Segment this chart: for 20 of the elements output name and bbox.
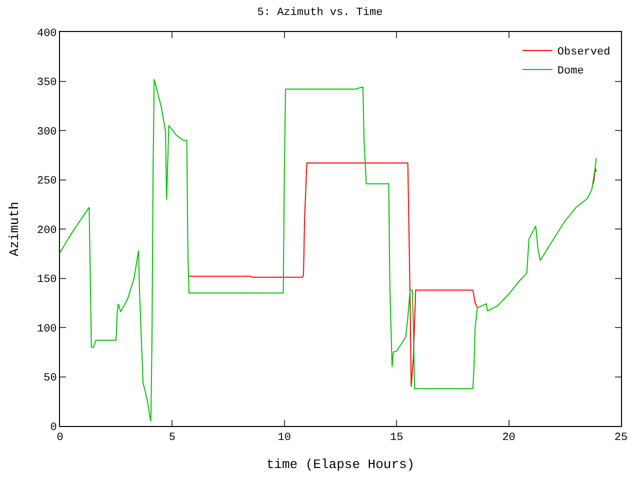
y-axis-title: Azimuth	[6, 202, 22, 256]
y-tick-label: 400	[36, 28, 57, 40]
x-tick-label: 20	[502, 432, 516, 444]
x-tick-label: 10	[278, 432, 291, 444]
y-tick-label: 250	[36, 176, 57, 188]
x-tick-label: 25	[614, 432, 628, 444]
y-tick-label: 150	[36, 274, 57, 286]
x-tick-label: 5	[168, 432, 176, 444]
y-tick-label: 0	[50, 422, 57, 434]
x-axis-title: time (Elapse Hours)	[266, 456, 415, 472]
y-tick-label: 100	[36, 323, 57, 336]
y-tick-label: 200	[36, 224, 57, 237]
y-tick-label: 350	[36, 77, 57, 90]
legend-label: Observed	[557, 46, 610, 59]
y-tick-label: 50	[44, 372, 57, 385]
legend-label: Dome	[557, 66, 584, 78]
chart-title: 5: Azimuth vs. Time	[257, 6, 383, 19]
line-series	[60, 78, 597, 422]
y-tick-label: 300	[36, 126, 57, 138]
x-tick-label: 15	[390, 432, 404, 444]
